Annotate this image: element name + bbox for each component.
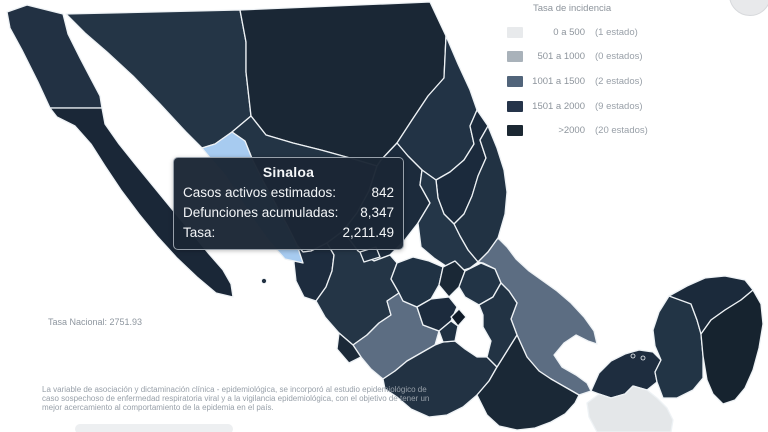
legend-range-label: 1001 a 1500 <box>532 75 585 87</box>
legend-state-count: (9 estados) <box>595 100 643 112</box>
tooltip-label: Defunciones acumuladas: <box>183 205 339 220</box>
island-carmen-2 <box>640 355 646 361</box>
state-morelos[interactable] <box>438 320 459 343</box>
state-tabasco[interactable] <box>590 349 662 399</box>
bottom-cutoff-element <box>75 424 233 432</box>
tooltip-value: 842 <box>371 185 394 200</box>
tooltip-row-deaths: Defunciones acumuladas: 8,347 <box>183 203 394 223</box>
tooltip-value: 8,347 <box>360 205 394 220</box>
state-chiapas[interactable] <box>586 385 674 432</box>
legend-item-0-500[interactable]: 0 a 500 (1 estado) <box>507 20 667 45</box>
tooltip-row-active-cases: Casos activos estimados: 842 <box>183 183 394 203</box>
incidence-legend: Tasa de incidencia 0 a 500 (1 estado) 50… <box>507 3 667 143</box>
state-colima[interactable] <box>336 332 362 364</box>
state-cdmx[interactable] <box>450 308 467 327</box>
state-baja-california[interactable] <box>6 4 103 109</box>
tooltip-label: Casos activos estimados: <box>183 185 337 200</box>
legend-state-count: (1 estado) <box>595 26 638 38</box>
island-carmen <box>630 353 636 359</box>
tooltip-label: Tasa: <box>183 225 216 240</box>
legend-range-label: 0 a 500 <box>553 26 585 38</box>
legend-state-count: (2 estados) <box>595 75 643 87</box>
tooltip-value: 2,211.49 <box>342 225 394 240</box>
legend-range-label: >2000 <box>558 125 585 137</box>
legend-range-label: 1501 a 2000 <box>532 100 585 112</box>
legend-title: Tasa de incidencia <box>533 3 612 14</box>
legend-swatch <box>507 125 523 137</box>
legend-range-label: 501 a 1000 <box>537 51 585 63</box>
national-rate-label: Tasa Nacional: 2751.93 <box>48 317 143 327</box>
methodology-footnote: La variable de asociación y dictaminació… <box>42 385 430 412</box>
legend-swatch <box>507 100 523 112</box>
legend-swatch <box>507 51 523 63</box>
legend-swatch <box>507 75 523 87</box>
legend-state-count: (20 estados) <box>595 125 648 137</box>
legend-item-501-1000[interactable]: 501 a 1000 (0 estados) <box>507 45 667 70</box>
state-puebla[interactable] <box>478 282 518 368</box>
legend-swatch <box>507 26 523 38</box>
state-tooltip: Sinaloa Casos activos estimados: 842 Def… <box>173 157 404 250</box>
island-marias <box>261 278 267 284</box>
tooltip-state-name: Sinaloa <box>262 164 315 180</box>
state-quintana-roo[interactable] <box>700 289 764 405</box>
legend-item-gt-2000[interactable]: >2000 (20 estados) <box>507 118 667 143</box>
legend-item-1001-1500[interactable]: 1001 a 1500 (2 estados) <box>507 69 667 94</box>
legend-item-1501-2000[interactable]: 1501 a 2000 (9 estados) <box>507 94 667 119</box>
tooltip-row-rate: Tasa: 2,211.49 <box>183 223 394 243</box>
legend-state-count: (0 estados) <box>595 51 643 63</box>
